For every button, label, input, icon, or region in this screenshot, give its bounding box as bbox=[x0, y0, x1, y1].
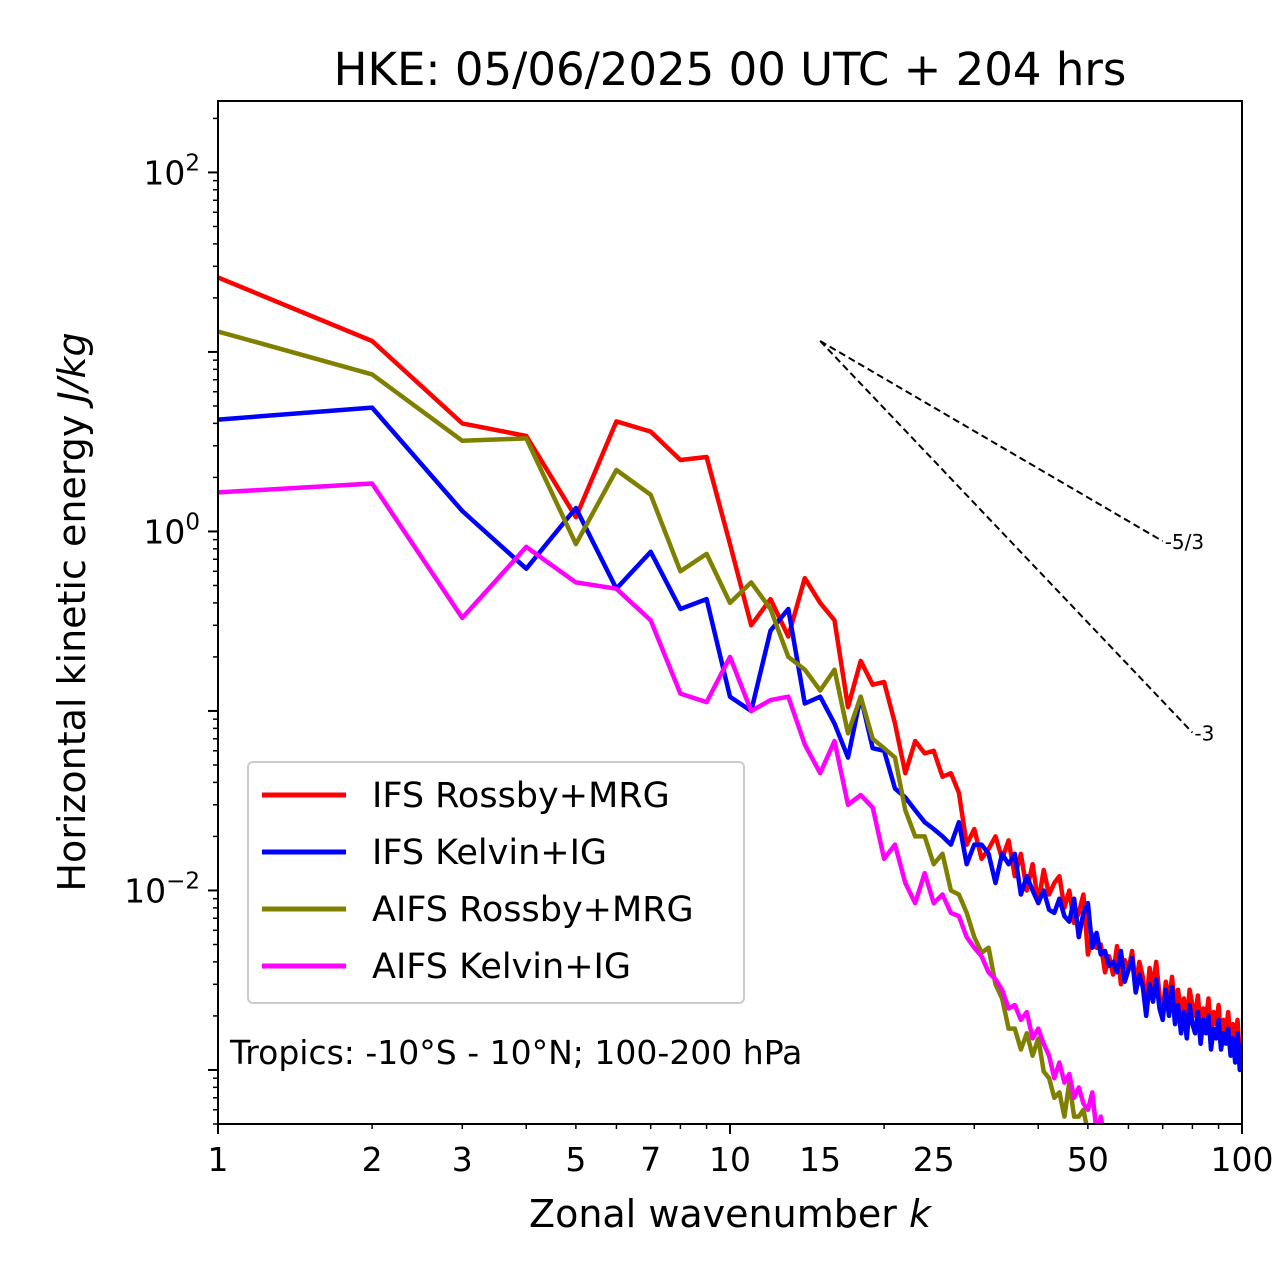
reference-line-label-1: -3 bbox=[1194, 722, 1214, 746]
x-tick-label: 100 bbox=[1211, 1140, 1274, 1179]
series-line-1 bbox=[218, 405, 1242, 1073]
y-axis-label: Horizontal kinetic energy J/kg bbox=[50, 332, 94, 891]
y-tick-label: 10−2 bbox=[124, 868, 200, 910]
legend-box bbox=[247, 761, 745, 1004]
legend: IFS Rossby+MRG IFS Kelvin+IG AIFS Rossby… bbox=[247, 761, 745, 1004]
reference-line-label-0: -5/3 bbox=[1165, 530, 1204, 554]
x-tick-label: 2 bbox=[362, 1140, 383, 1179]
x-tick-label: 5 bbox=[565, 1140, 586, 1179]
x-tick-label: 25 bbox=[913, 1140, 955, 1179]
y-axis-label-unit: J/kg bbox=[50, 332, 94, 409]
x-tick-label: 10 bbox=[709, 1140, 751, 1179]
x-axis-label: Zonal wavenumber k bbox=[529, 1192, 933, 1236]
x-axis-ticks: 1 2 3 5 7 10 15 25 50 100 bbox=[208, 1124, 1274, 1179]
region-annotation: Tropics: -10°S - 10°N; 100-200 hPa bbox=[229, 1033, 802, 1072]
legend-label-ifs-kelvin: IFS Kelvin+IG bbox=[372, 833, 607, 873]
x-axis-label-variable: k bbox=[909, 1192, 933, 1236]
series-layer bbox=[218, 275, 1242, 1124]
x-axis-label-text: Zonal wavenumber bbox=[529, 1192, 897, 1236]
x-tick-label: 50 bbox=[1067, 1140, 1109, 1179]
x-tick-label: 7 bbox=[640, 1140, 661, 1179]
y-axis-ticks: 10−2 100 102 bbox=[124, 117, 218, 1125]
series-line-3 bbox=[218, 481, 1105, 1124]
reference-line-1 bbox=[819, 340, 1194, 734]
x-tick-label: 15 bbox=[799, 1140, 841, 1179]
y-tick-label: 100 bbox=[143, 509, 200, 551]
y-tick-label: 102 bbox=[143, 150, 200, 192]
x-tick-label: 3 bbox=[452, 1140, 473, 1179]
y-axis-label-text: Horizontal kinetic energy bbox=[50, 415, 94, 892]
reference-slope-lines: -5/3 -3 bbox=[819, 340, 1214, 746]
legend-label-aifs-kelvin: AIFS Kelvin+IG bbox=[372, 947, 631, 987]
x-tick-label: 1 bbox=[208, 1140, 229, 1179]
legend-label-aifs-rossby: AIFS Rossby+MRG bbox=[372, 890, 694, 930]
chart-title: HKE: 05/06/2025 00 UTC + 204 hrs bbox=[334, 43, 1127, 96]
legend-label-ifs-rossby: IFS Rossby+MRG bbox=[372, 776, 670, 816]
reference-line-0 bbox=[819, 340, 1164, 543]
